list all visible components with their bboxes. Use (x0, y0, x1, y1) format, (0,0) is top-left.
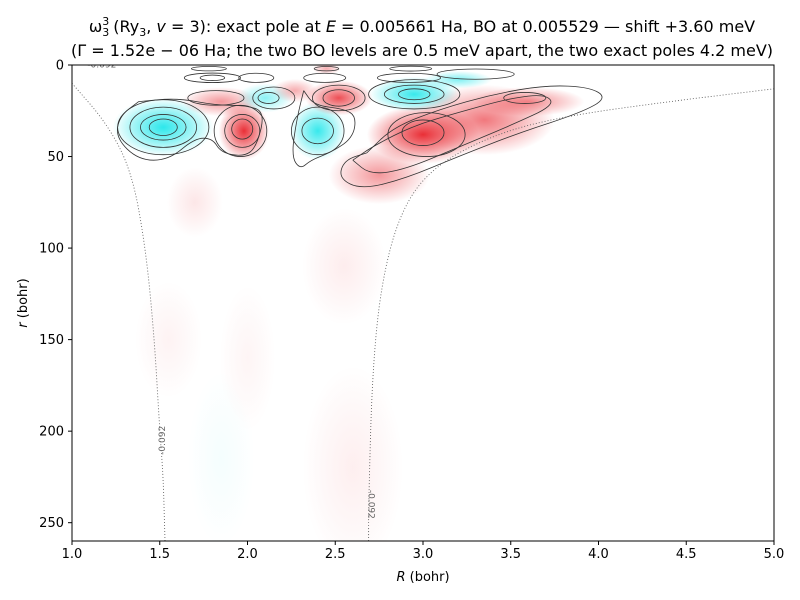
y-axis: 0 50 100 150 200 250 (39, 59, 72, 531)
x-tick-label: 1.5 (149, 547, 170, 562)
x-tick-label: 3.0 (413, 547, 434, 562)
heatmap-blob (424, 70, 492, 89)
x-tick-label: 1.0 (62, 547, 83, 562)
contour-line (190, 66, 227, 72)
heatmap-blob (187, 370, 255, 541)
x-tick-label: 4.5 (676, 547, 697, 562)
y-tick-label: 50 (47, 150, 64, 165)
heatmap-blob (112, 97, 214, 157)
contour-line (503, 92, 547, 104)
x-tick-label: 3.5 (500, 547, 521, 562)
contour-line (252, 86, 296, 110)
contour-line (116, 98, 263, 161)
contour-line (301, 117, 334, 145)
heatmap-blob (328, 145, 430, 205)
contour-line (148, 118, 178, 136)
heatmap-blob (312, 65, 341, 75)
contour-line (376, 72, 441, 83)
x-tick-label: 5.0 (764, 547, 785, 562)
x-tick-label: 4.0 (588, 547, 609, 562)
x-axis: 1.0 1.5 2.0 2.5 3.0 3.5 4.0 4.5 5.0 (62, 541, 785, 562)
y-tick-label: 250 (39, 516, 64, 531)
contour-line (183, 72, 241, 83)
contour-line (199, 74, 226, 81)
dotted-contour-label: -0.092 (158, 426, 168, 455)
contour-line (368, 79, 461, 110)
y-axis-label: r (bohr) (16, 278, 31, 327)
y-tick-label: 100 (39, 242, 64, 257)
contour-line (292, 90, 356, 168)
heatmap-blob (289, 101, 346, 161)
heatmap-layer (112, 65, 585, 541)
chart-title-line2: (Γ = 1.52e − 06 Ha; the two BO levels ar… (71, 41, 773, 60)
heatmap-blob (134, 281, 203, 399)
contour-line (312, 84, 366, 112)
x-axis-label: R (bohr) (396, 570, 449, 585)
x-tick-label: 2.5 (325, 547, 346, 562)
contour-line (290, 106, 345, 156)
heatmap-blob (218, 101, 270, 161)
contour-layer (116, 65, 603, 188)
y-tick-label: 200 (39, 425, 64, 440)
contour-line (389, 65, 433, 72)
heatmap-blob (302, 365, 404, 541)
heatmap-blob (472, 86, 585, 117)
dotted-contour-layer: -0.092 -0.092 -0.092 (72, 61, 774, 541)
contour-line (436, 68, 515, 80)
contour-line (352, 95, 552, 174)
contour-line (187, 90, 245, 106)
contour-line (129, 106, 198, 148)
contour-line (303, 72, 347, 83)
heatmap-blob (301, 207, 387, 325)
contour-line (313, 66, 340, 72)
dotted-contour-label: -0.092 (87, 61, 116, 71)
heatmap-blob (166, 167, 223, 238)
contour-line (340, 85, 603, 188)
contour-line (387, 112, 466, 157)
contour-line (238, 72, 275, 83)
contour-line (224, 114, 261, 148)
contour-line (398, 88, 431, 101)
heatmap-blob (305, 80, 373, 116)
contour-line (140, 114, 187, 141)
y-tick-label: 150 (39, 333, 64, 348)
y-tick-label: 0 (56, 59, 64, 74)
contour-line (231, 118, 254, 140)
contour-line (322, 89, 355, 107)
chart-title-line1: ω3 3 (Ry3, v = 3): exact pole at E = 0.005… (89, 15, 755, 39)
x-tick-label: 2.0 (237, 547, 258, 562)
dotted-contour-label: -0.092 (366, 490, 376, 519)
contour-line (257, 92, 280, 104)
contour-line (383, 84, 445, 104)
contour-line (401, 119, 445, 146)
